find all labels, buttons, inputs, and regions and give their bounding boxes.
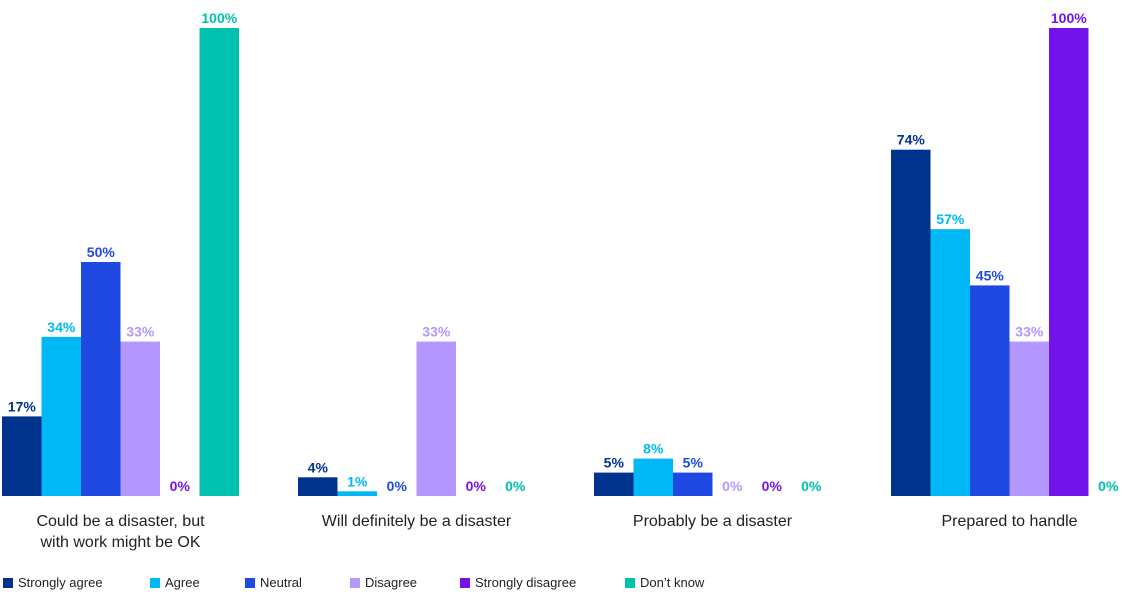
bar [416, 341, 456, 496]
legend-label: Disagree [365, 575, 418, 590]
data-label: 8% [643, 441, 664, 457]
bar [673, 472, 713, 496]
legend-swatch [625, 577, 635, 588]
data-label: 5% [683, 455, 704, 471]
category-label: Prepared to handle [941, 513, 1077, 530]
legend-label: Don’t know [640, 575, 705, 590]
data-label: 0% [466, 478, 487, 494]
legend-item: Disagree [350, 575, 417, 590]
data-label: 100% [201, 10, 237, 26]
data-label: 33% [1015, 324, 1044, 340]
bar-chart: 17% 34% 50% 33% 0% 100% Could be a disaster, b… [2, 10, 1119, 551]
bar-group: 4% 1% 0% 33% 0% 0% [298, 324, 526, 496]
data-label: 17% [8, 398, 37, 414]
data-label: 34% [47, 319, 76, 335]
legend-swatch [350, 577, 360, 588]
bar [594, 472, 634, 496]
legend-label: Strongly agree [18, 575, 103, 590]
data-label: 45% [976, 267, 1005, 283]
data-label: 5% [604, 455, 625, 471]
bar [120, 341, 160, 496]
data-label: 0% [801, 478, 822, 494]
category-label: Could be a disaster, but with work might … [36, 513, 205, 551]
category-label: Probably be a disaster [633, 513, 793, 530]
bar [41, 336, 81, 496]
data-label: 0% [387, 478, 408, 494]
legend-item: Neutral [245, 575, 302, 590]
bar [298, 477, 338, 496]
bar [2, 416, 42, 496]
data-label: 33% [126, 324, 155, 340]
bar [930, 229, 970, 496]
category-label: Will definitely be a disaster [322, 513, 512, 530]
bar [633, 458, 673, 496]
data-label: 0% [170, 478, 191, 494]
data-label: 74% [897, 132, 926, 148]
data-label: 100% [1051, 10, 1087, 26]
data-label: 57% [936, 211, 965, 227]
data-label: 50% [87, 244, 116, 260]
legend-item: Agree [150, 575, 200, 590]
bar [891, 149, 931, 496]
legend-label: Neutral [260, 575, 302, 590]
legend-label: Agree [165, 575, 200, 590]
chart-legend: Strongly agree Agree Neutral Disagree Strong… [0, 575, 1125, 593]
bar [1049, 28, 1089, 496]
data-label: 1% [347, 473, 368, 489]
legend-label: Strongly disagree [475, 575, 577, 590]
bar [970, 285, 1010, 496]
data-label: 4% [308, 459, 329, 475]
bar-group: 5% 8% 5% 0% 0% 0% [594, 441, 822, 496]
legend-item: Strongly agree [3, 575, 103, 590]
bar [1009, 341, 1049, 496]
data-label: 0% [505, 478, 526, 494]
data-label: 0% [1098, 478, 1119, 494]
bar [81, 262, 121, 496]
bar [199, 28, 239, 496]
legend-swatch [460, 577, 470, 588]
legend-item: Strongly disagree [460, 575, 576, 590]
data-label: 33% [422, 324, 451, 340]
bar [337, 491, 377, 496]
legend-swatch [3, 577, 13, 588]
legend-swatch [245, 577, 255, 588]
data-label: 0% [762, 478, 783, 494]
legend-swatch [150, 577, 160, 588]
bar-group: 17% 34% 50% 33% 0% 100% [2, 10, 239, 496]
data-label: 0% [722, 478, 743, 494]
legend-item: Don’t know [625, 575, 704, 590]
bar-group: 74% 57% 45% 33% 100% 0% [891, 10, 1119, 496]
